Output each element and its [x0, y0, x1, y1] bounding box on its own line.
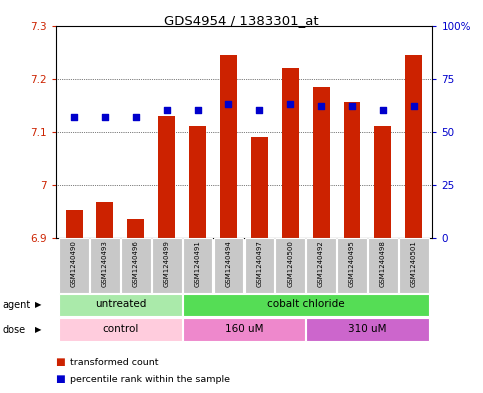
- Bar: [343, 103, 360, 238]
- Bar: [306, 318, 428, 341]
- Bar: [183, 238, 213, 293]
- Point: [70, 114, 78, 120]
- Text: 160 uM: 160 uM: [225, 324, 263, 334]
- Point: [256, 107, 263, 114]
- Bar: [374, 127, 391, 238]
- Bar: [90, 238, 120, 293]
- Bar: [59, 238, 89, 293]
- Text: GSM1240490: GSM1240490: [71, 240, 77, 287]
- Bar: [275, 238, 305, 293]
- Bar: [189, 127, 206, 238]
- Bar: [306, 238, 336, 293]
- Bar: [399, 238, 428, 293]
- Text: dose: dose: [2, 325, 26, 334]
- Text: agent: agent: [2, 300, 30, 310]
- Text: 310 uM: 310 uM: [348, 324, 387, 334]
- Bar: [59, 294, 182, 316]
- Bar: [128, 219, 144, 238]
- Text: cobalt chloride: cobalt chloride: [267, 299, 344, 309]
- Bar: [121, 238, 151, 293]
- Bar: [66, 210, 83, 238]
- Bar: [282, 68, 298, 238]
- Text: ▶: ▶: [35, 325, 41, 334]
- Bar: [183, 294, 428, 316]
- Bar: [183, 318, 305, 341]
- Point: [194, 107, 201, 114]
- Point: [410, 103, 418, 109]
- Bar: [405, 55, 422, 238]
- Text: untreated: untreated: [95, 299, 146, 309]
- Point: [101, 114, 109, 120]
- Point: [132, 114, 140, 120]
- Bar: [368, 238, 398, 293]
- Text: GSM1240493: GSM1240493: [102, 240, 108, 287]
- Bar: [220, 55, 237, 238]
- Bar: [313, 86, 329, 238]
- Bar: [251, 137, 268, 238]
- Text: GSM1240499: GSM1240499: [164, 240, 170, 287]
- Bar: [158, 116, 175, 238]
- Point: [379, 107, 387, 114]
- Point: [317, 103, 325, 109]
- Bar: [152, 238, 182, 293]
- Bar: [213, 238, 243, 293]
- Text: GSM1240500: GSM1240500: [287, 240, 293, 287]
- Text: control: control: [102, 324, 139, 334]
- Bar: [59, 318, 182, 341]
- Text: GSM1240495: GSM1240495: [349, 240, 355, 287]
- Point: [286, 101, 294, 107]
- Text: GSM1240501: GSM1240501: [411, 240, 417, 287]
- Text: transformed count: transformed count: [70, 358, 158, 367]
- Text: ■: ■: [56, 374, 65, 384]
- Bar: [244, 238, 274, 293]
- Text: GSM1240496: GSM1240496: [133, 240, 139, 287]
- Bar: [97, 202, 114, 238]
- Text: GSM1240494: GSM1240494: [226, 240, 231, 287]
- Bar: [337, 238, 367, 293]
- Point: [163, 107, 170, 114]
- Point: [348, 103, 356, 109]
- Point: [225, 101, 232, 107]
- Text: GSM1240497: GSM1240497: [256, 240, 262, 287]
- Text: ■: ■: [56, 357, 65, 367]
- Text: GSM1240498: GSM1240498: [380, 240, 386, 287]
- Text: GDS4954 / 1383301_at: GDS4954 / 1383301_at: [164, 14, 319, 27]
- Text: GSM1240491: GSM1240491: [195, 240, 200, 287]
- Text: GSM1240492: GSM1240492: [318, 240, 324, 287]
- Text: ▶: ▶: [35, 300, 41, 309]
- Text: percentile rank within the sample: percentile rank within the sample: [70, 375, 230, 384]
